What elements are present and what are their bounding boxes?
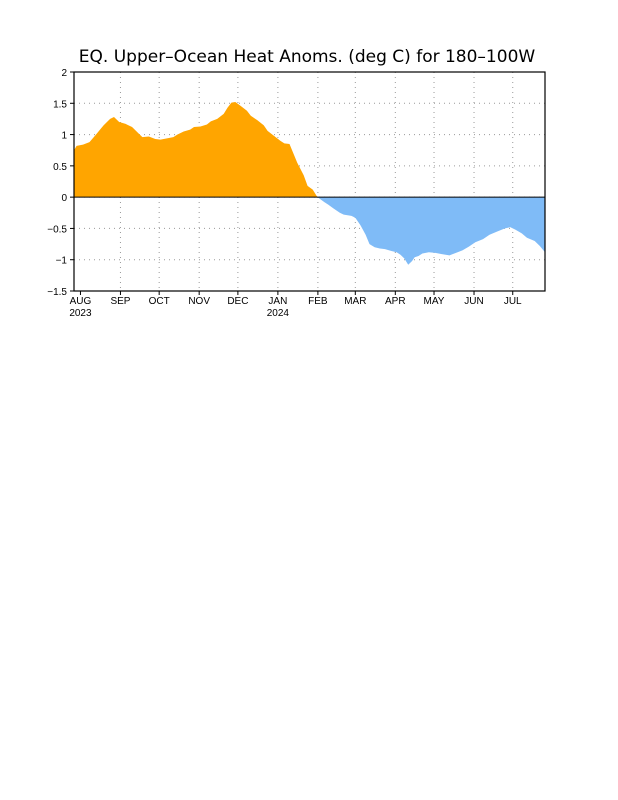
y-axis-ticks: 2 1.5 1 0.5 0 −0.5 −1 −1.5: [47, 68, 74, 298]
positive-anomaly-area: [74, 102, 545, 198]
x-tick-label: DEC: [227, 296, 248, 307]
anomaly-area: [74, 102, 545, 265]
plot-frame: [73, 71, 546, 292]
x-tick-year-label: 2023: [69, 308, 92, 319]
x-tick-label: JAN: [268, 296, 287, 307]
y-tick-label: 0: [61, 193, 67, 204]
x-tick-year-label: 2024: [267, 308, 290, 319]
x-tick-label: SEP: [110, 296, 130, 307]
y-tick-label: −0.5: [47, 224, 67, 235]
negative-anomaly-area: [74, 197, 545, 265]
x-tick-label: APR: [385, 296, 406, 307]
x-tick-label: JUN: [464, 296, 483, 307]
x-tick-label: OCT: [149, 296, 170, 307]
chart-title: EQ. Upper–Ocean Heat Anoms. (deg C) for …: [79, 47, 536, 67]
y-tick-label: 0.5: [53, 162, 67, 173]
x-tick-label: JUL: [504, 296, 522, 307]
x-tick-label: MAR: [344, 296, 366, 307]
y-tick-label: −1: [56, 256, 68, 267]
axes: [73, 71, 546, 292]
x-tick-label: NOV: [188, 296, 210, 307]
x-tick-label: AUG: [70, 296, 92, 307]
x-tick-label: FEB: [308, 296, 328, 307]
y-tick-label: 1.5: [53, 99, 67, 110]
y-tick-label: −1.5: [47, 287, 67, 298]
y-tick-label: 1: [61, 131, 67, 142]
y-tick-label: 2: [61, 68, 67, 79]
x-tick-label: MAY: [424, 296, 445, 307]
